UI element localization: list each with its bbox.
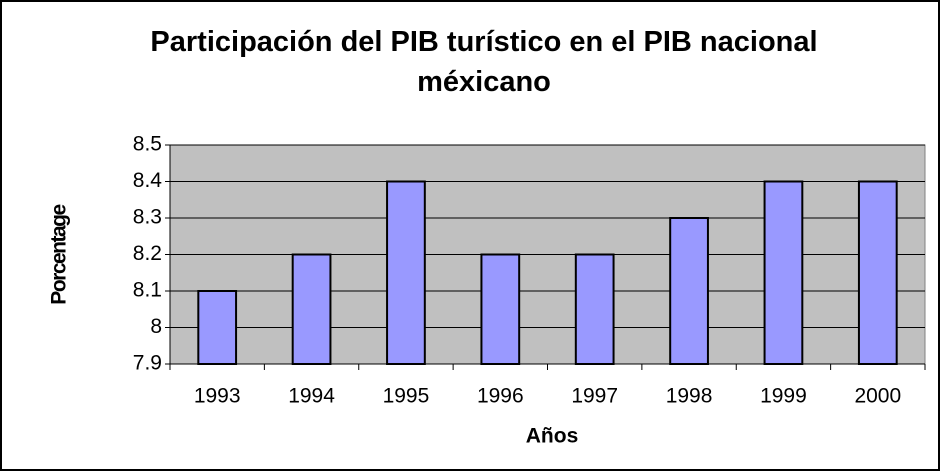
x-tick-label: 1998 [666, 385, 713, 408]
x-axis-label: Años [526, 425, 579, 448]
x-tick-label: 1993 [194, 385, 241, 408]
bar [857, 180, 898, 365]
x-tick-label: 1999 [760, 385, 807, 408]
y-tick-label: 7.9 [133, 352, 162, 375]
bar [763, 180, 804, 365]
bar [480, 253, 521, 365]
x-tick-label: 1997 [571, 385, 618, 408]
y-tick-label: 8.1 [133, 279, 162, 302]
x-tick-label: 2000 [854, 385, 901, 408]
bar [386, 180, 426, 365]
y-tick-label: 8 [150, 315, 162, 338]
x-tick-label: 1995 [383, 385, 430, 408]
y-tick-label: 8.5 [133, 133, 162, 156]
bar [291, 253, 332, 365]
y-tick-label: 8.2 [133, 242, 162, 265]
y-tick-label: 8.3 [133, 206, 162, 229]
x-tick-label: 1996 [477, 385, 524, 408]
chart-title: Participación del PIB turístico en el PI… [150, 26, 818, 98]
bar [669, 217, 709, 365]
bar [574, 253, 615, 365]
y-axis-label: Porcentage [48, 204, 71, 304]
x-tick-label: 1994 [288, 385, 335, 408]
y-tick-label: 8.4 [133, 169, 163, 192]
bar [197, 290, 238, 365]
